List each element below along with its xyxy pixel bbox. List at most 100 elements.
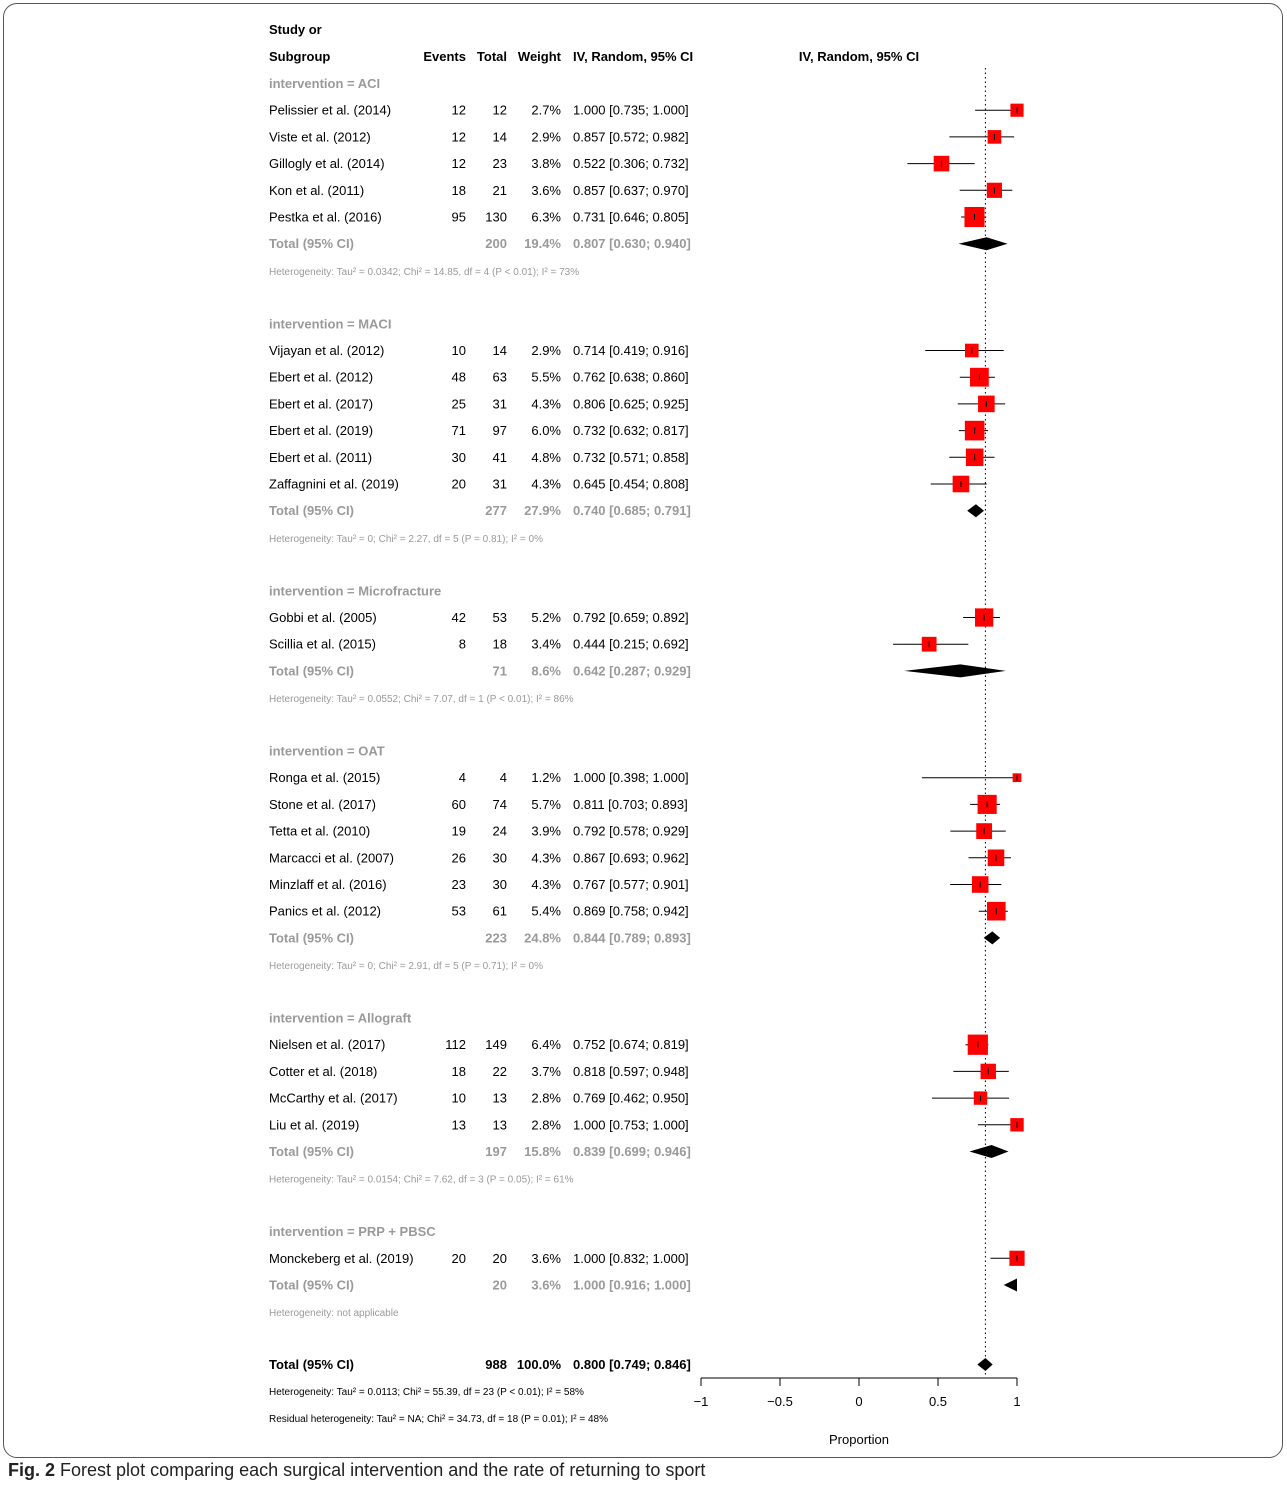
subgroup-total-weight: 19.4%	[524, 236, 561, 251]
subgroup-total-weight: 15.8%	[524, 1144, 561, 1159]
header-study-line2: Subgroup	[269, 49, 330, 64]
study-ci: 1.000 [0.398; 1.000]	[573, 770, 689, 785]
study-total: 22	[493, 1064, 507, 1079]
subgroup-total-label: Total (95% CI)	[269, 1144, 354, 1159]
study-weight: 4.8%	[531, 450, 561, 465]
study-events: 23	[452, 877, 466, 892]
study-events: 95	[452, 210, 466, 225]
study-name: Pestka et al. (2016)	[269, 210, 382, 225]
subgroup-total-label: Total (95% CI)	[269, 1278, 354, 1293]
study-ci: 1.000 [0.832; 1.000]	[573, 1251, 689, 1266]
study-ci: 0.806 [0.625; 0.925]	[573, 396, 689, 411]
study-ci: 0.752 [0.674; 0.819]	[573, 1037, 689, 1052]
study-total: 13	[493, 1117, 507, 1132]
study-ci: 0.762 [0.638; 0.860]	[573, 370, 689, 385]
study-name: Kon et al. (2011)	[269, 183, 364, 198]
study-ci: 0.645 [0.454; 0.808]	[573, 477, 689, 492]
study-weight: 4.3%	[531, 396, 561, 411]
study-total: 61	[493, 904, 507, 919]
subgroup-total-ci: 0.740 [0.685; 0.791]	[573, 503, 691, 518]
study-total: 12	[493, 103, 507, 118]
study-name: Monckeberg et al. (2019)	[269, 1251, 414, 1266]
study-total: 14	[493, 129, 507, 144]
study-weight: 6.3%	[531, 210, 561, 225]
study-weight: 2.9%	[531, 343, 561, 358]
subgroup-total-n: 20	[493, 1278, 507, 1293]
study-ci: 0.857 [0.572; 0.982]	[573, 129, 689, 144]
study-events: 12	[452, 156, 466, 171]
overall-total-n: 988	[485, 1357, 507, 1372]
pooled-diamond	[969, 1145, 1009, 1158]
study-name: Gobbi et al. (2005)	[269, 610, 377, 625]
study-events: 18	[452, 1064, 466, 1079]
subgroup-total-n: 71	[493, 663, 507, 678]
study-weight: 3.6%	[531, 183, 561, 198]
study-total: 13	[493, 1091, 507, 1106]
caption-text: Forest plot comparing each surgical inte…	[60, 1460, 706, 1480]
study-events: 71	[452, 423, 466, 438]
subgroup-total-weight: 24.8%	[524, 930, 561, 945]
study-total: 74	[493, 797, 507, 812]
study-ci: 0.769 [0.462; 0.950]	[573, 1091, 689, 1106]
subgroup-title: intervention = PRP + PBSC	[269, 1224, 436, 1239]
overall-total-ci: 0.800 [0.749; 0.846]	[573, 1357, 691, 1372]
subgroup-total-n: 197	[485, 1144, 507, 1159]
study-ci: 0.732 [0.571; 0.858]	[573, 450, 689, 465]
study-events: 12	[452, 129, 466, 144]
subgroup-heterogeneity: Heterogeneity: Tau² = 0; Chi² = 2.27, df…	[269, 534, 543, 545]
subgroup-total-ci: 0.844 [0.789; 0.893]	[573, 930, 691, 945]
pooled-diamond	[904, 664, 1006, 678]
study-events: 8	[459, 637, 466, 652]
subgroup-total-n: 277	[485, 503, 507, 518]
subgroup-heterogeneity: Heterogeneity: Tau² = 0.0552; Chi² = 7.0…	[269, 694, 574, 705]
study-weight: 3.4%	[531, 637, 561, 652]
overall-total-label: Total (95% CI)	[269, 1357, 354, 1372]
study-total: 24	[493, 824, 507, 839]
study-name: Ebert et al. (2017)	[269, 396, 373, 411]
overall-total-weight: 100.0%	[517, 1357, 562, 1372]
study-weight: 5.7%	[531, 797, 561, 812]
header-plot: IV, Random, 95% CI	[799, 49, 919, 64]
header-events: Events	[423, 49, 466, 64]
study-name: Marcacci et al. (2007)	[269, 850, 394, 865]
study-name: Minzlaff et al. (2016)	[269, 877, 387, 892]
study-total: 41	[493, 450, 507, 465]
study-events: 20	[452, 1251, 466, 1266]
subgroup-heterogeneity: Heterogeneity: Tau² = 0; Chi² = 2.91, df…	[269, 961, 543, 972]
x-axis-label: Proportion	[829, 1432, 889, 1447]
study-events: 26	[452, 850, 466, 865]
study-name: Liu et al. (2019)	[269, 1117, 359, 1132]
subgroup-heterogeneity: Heterogeneity: Tau² = 0.0154; Chi² = 7.6…	[269, 1175, 574, 1186]
study-name: Ebert et al. (2019)	[269, 423, 373, 438]
subgroup-title: intervention = Microfracture	[269, 583, 441, 598]
study-events: 112	[445, 1037, 466, 1052]
x-tick-label: 1	[1013, 1394, 1020, 1409]
study-total: 149	[485, 1037, 507, 1052]
study-weight: 4.3%	[531, 877, 561, 892]
subgroup-total-label: Total (95% CI)	[269, 236, 354, 251]
study-events: 18	[452, 183, 466, 198]
study-events: 4	[459, 770, 466, 785]
study-weight: 3.8%	[531, 156, 561, 171]
study-weight: 2.9%	[531, 129, 561, 144]
study-total: 30	[493, 850, 507, 865]
header-ci: IV, Random, 95% CI	[573, 49, 693, 64]
figure-caption: Fig. 2 Forest plot comparing each surgic…	[8, 1460, 705, 1481]
study-weight: 2.7%	[531, 103, 561, 118]
study-ci: 1.000 [0.753; 1.000]	[573, 1117, 689, 1132]
study-name: McCarthy et al. (2017)	[269, 1091, 398, 1106]
study-name: Scillia et al. (2015)	[269, 637, 376, 652]
subgroup-total-ci: 1.000 [0.916; 1.000]	[573, 1278, 691, 1293]
study-events: 10	[452, 343, 466, 358]
study-name: Cotter et al. (2018)	[269, 1064, 377, 1079]
subgroup-total-label: Total (95% CI)	[269, 663, 354, 678]
study-events: 10	[452, 1091, 466, 1106]
study-weight: 6.0%	[531, 423, 561, 438]
subgroup-total-ci: 0.642 [0.287; 0.929]	[573, 663, 691, 678]
x-tick-label: 0	[855, 1394, 862, 1409]
subgroup-total-ci: 0.807 [0.630; 0.940]	[573, 236, 691, 251]
study-ci: 0.792 [0.659; 0.892]	[573, 610, 689, 625]
forest-plot: Study or Subgroup Events Total Weight IV, Ran…	[269, 22, 1025, 1447]
study-ci: 0.732 [0.632; 0.817]	[573, 423, 689, 438]
subgroup-title: intervention = OAT	[269, 744, 385, 759]
